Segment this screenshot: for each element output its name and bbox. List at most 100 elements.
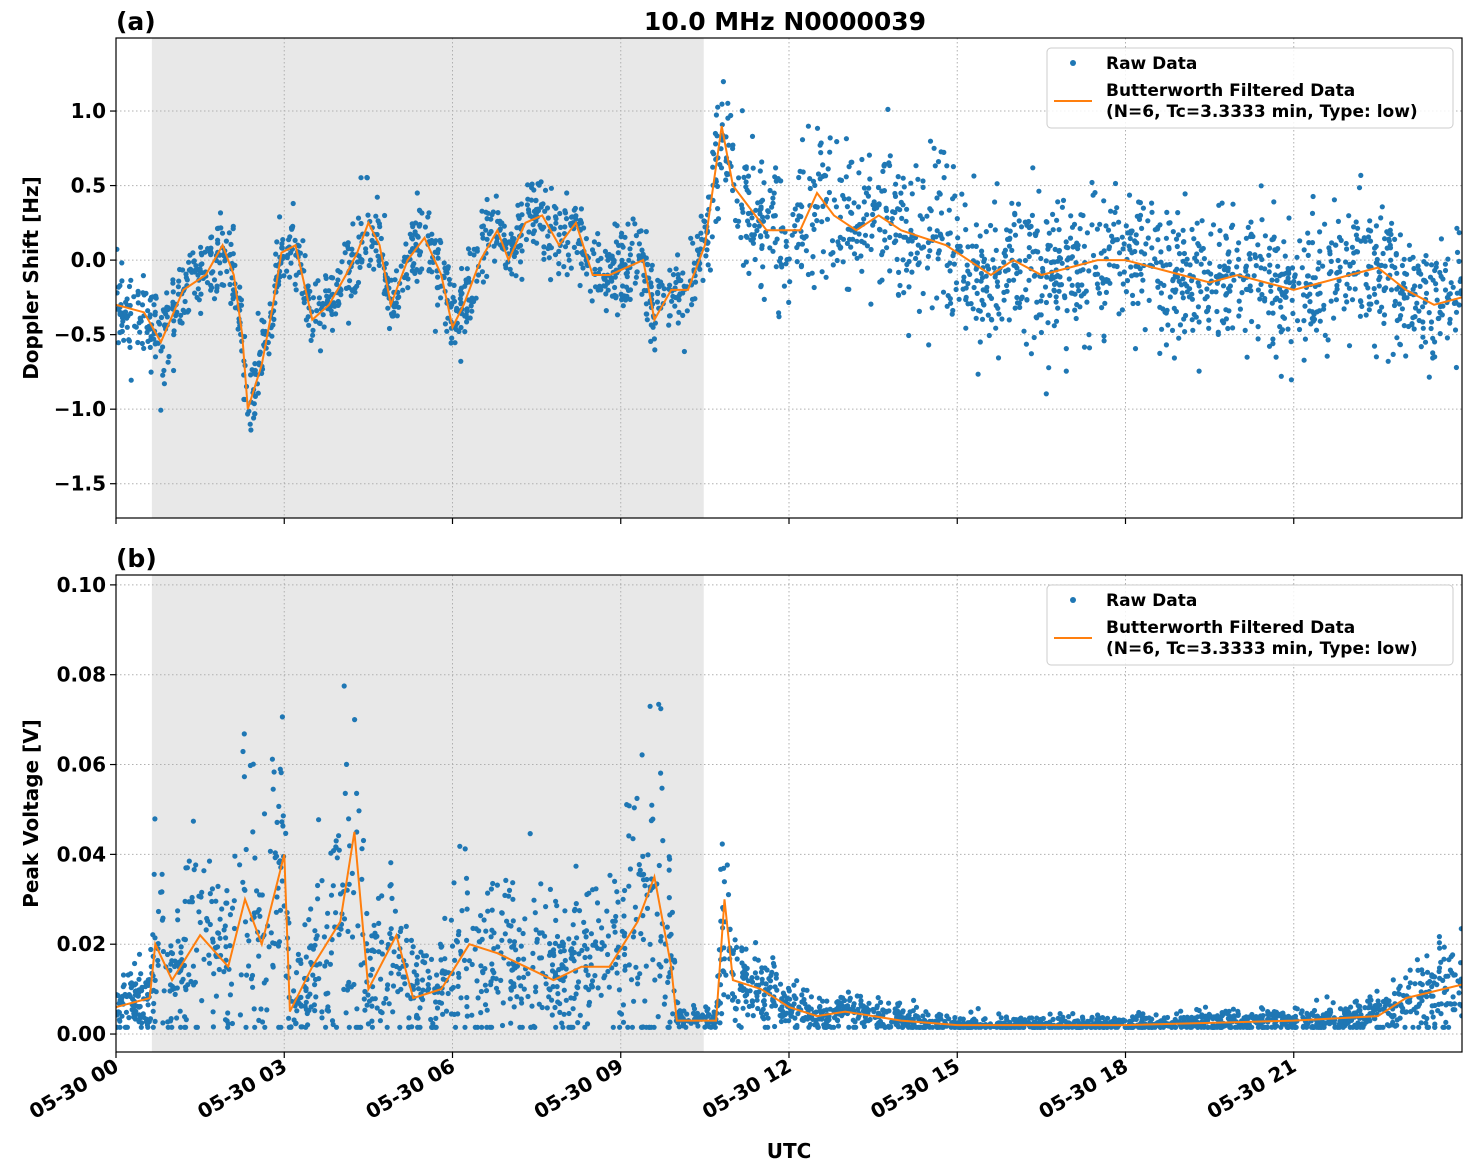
raw-point (941, 149, 947, 155)
raw-point (336, 932, 342, 938)
raw-point (142, 984, 148, 990)
y-tick-label: 0.08 (57, 663, 106, 687)
raw-point (562, 224, 568, 230)
raw-point (654, 911, 660, 917)
raw-point (386, 1001, 392, 1007)
raw-point (255, 390, 261, 396)
raw-point (342, 250, 348, 256)
raw-point (730, 145, 736, 152)
raw-point (823, 1024, 829, 1030)
raw-point (786, 256, 792, 262)
raw-point (463, 875, 470, 881)
raw-point (589, 978, 596, 984)
raw-point (1096, 290, 1103, 296)
raw-point (690, 1010, 697, 1017)
raw-point (556, 261, 562, 267)
raw-point (759, 976, 765, 982)
raw-point (1355, 1003, 1361, 1009)
raw-point (681, 348, 688, 355)
raw-point (820, 249, 827, 255)
raw-point (916, 308, 923, 314)
raw-point (256, 907, 262, 913)
raw-point (810, 1016, 816, 1023)
raw-point (938, 1012, 944, 1018)
raw-point (1045, 320, 1051, 326)
raw-point (617, 1024, 623, 1030)
raw-point (501, 232, 507, 238)
raw-point (1142, 327, 1148, 333)
raw-point (1286, 215, 1292, 221)
raw-point (519, 276, 525, 282)
raw-point (219, 282, 225, 288)
raw-point (587, 954, 593, 960)
raw-point (568, 221, 574, 227)
raw-point (817, 176, 823, 182)
raw-point (1155, 284, 1161, 290)
raw-point (655, 290, 661, 297)
raw-point (1349, 244, 1355, 250)
raw-point (607, 872, 613, 878)
raw-point (1189, 226, 1195, 233)
raw-point (197, 919, 203, 926)
raw-point (433, 999, 439, 1005)
raw-point (435, 255, 441, 261)
raw-point (1171, 355, 1177, 361)
raw-point (175, 917, 181, 923)
raw-point (1321, 302, 1327, 308)
raw-point (584, 1021, 591, 1027)
raw-point (1231, 277, 1237, 283)
raw-point (879, 188, 885, 194)
raw-point (1267, 262, 1273, 268)
raw-point (1130, 1014, 1136, 1020)
raw-point (355, 1024, 361, 1030)
raw-point (448, 917, 454, 923)
raw-point (681, 1008, 687, 1014)
raw-point (1173, 236, 1180, 242)
raw-point (756, 982, 762, 989)
raw-point (1259, 217, 1265, 223)
raw-point (182, 309, 188, 315)
raw-point (735, 998, 741, 1005)
raw-point (514, 994, 520, 1000)
raw-point (925, 239, 932, 246)
raw-point (362, 1007, 368, 1013)
raw-point (1416, 1024, 1422, 1030)
raw-point (1368, 301, 1374, 307)
raw-point (769, 204, 775, 210)
raw-point (1126, 243, 1132, 249)
raw-point (1018, 224, 1025, 230)
raw-point (223, 935, 229, 941)
raw-point (458, 358, 464, 364)
raw-point (494, 240, 500, 246)
raw-point (1030, 249, 1036, 255)
raw-point (379, 893, 385, 899)
raw-point (1126, 192, 1133, 198)
raw-point (675, 320, 681, 326)
raw-point (1353, 219, 1359, 225)
raw-point (138, 1024, 144, 1030)
raw-point (745, 218, 751, 224)
raw-point (339, 259, 345, 265)
raw-point (774, 236, 780, 242)
raw-point (882, 237, 888, 243)
raw-point (1026, 277, 1032, 283)
raw-point (391, 949, 397, 955)
raw-point (1373, 243, 1379, 249)
raw-point (446, 276, 452, 283)
raw-point (745, 173, 752, 179)
raw-point (1423, 253, 1429, 259)
raw-point (1157, 350, 1163, 356)
raw-point (385, 982, 391, 988)
raw-point (1253, 263, 1259, 269)
raw-point (248, 427, 254, 433)
raw-point (1367, 238, 1374, 244)
raw-point (1181, 239, 1187, 245)
raw-point (549, 962, 556, 968)
raw-point (223, 944, 229, 950)
raw-point (975, 371, 981, 377)
raw-point (397, 1024, 403, 1030)
raw-point (1327, 1007, 1333, 1013)
raw-point (904, 206, 910, 212)
raw-point (613, 293, 619, 299)
raw-point (145, 308, 151, 314)
